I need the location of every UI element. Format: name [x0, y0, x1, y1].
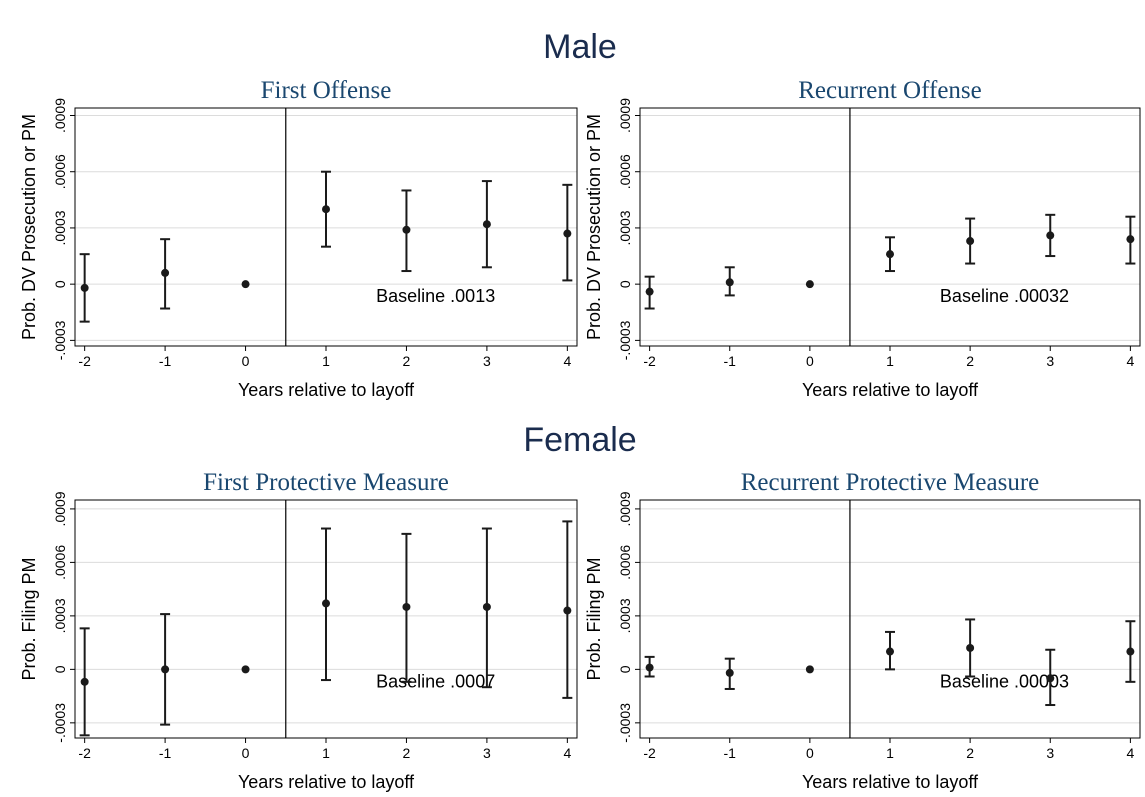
x-tick-label: -1 [724, 353, 737, 369]
y-tick-label: 0 [52, 665, 68, 673]
y-tick-label: .0003 [52, 598, 68, 633]
point [482, 220, 491, 229]
point [241, 280, 250, 289]
x-tick-label: 3 [1046, 745, 1054, 761]
x-tick-label: 2 [966, 745, 974, 761]
point [563, 229, 572, 238]
y-tick-label: .0006 [52, 545, 68, 580]
point [241, 665, 250, 674]
y-tick-label: .0006 [617, 545, 633, 580]
plot-frame [639, 107, 1141, 347]
point [322, 599, 330, 608]
y-tick-label: .0009 [52, 491, 68, 526]
y-tick-label: .0009 [52, 98, 68, 133]
plot-frame [639, 499, 1141, 739]
panel-title: First Offense [261, 77, 392, 104]
y-axis-label: Prob. DV Prosecution or PM [584, 114, 604, 340]
x-tick-label: 4 [563, 745, 571, 761]
x-tick-label: 3 [483, 353, 491, 369]
x-tick-label: 0 [806, 745, 814, 761]
point [563, 606, 572, 615]
point [725, 668, 734, 677]
plot-frame [74, 499, 578, 739]
annotation: Baseline .0007 [376, 671, 495, 691]
x-tick-label: 3 [483, 745, 491, 761]
x-tick-label: 0 [806, 353, 814, 369]
annotation: Baseline .0013 [376, 286, 495, 306]
y-tick-label: 0 [617, 665, 633, 673]
point [402, 602, 411, 611]
x-tick-label: 1 [886, 745, 894, 761]
x-tick-label: 4 [1126, 353, 1134, 369]
point [886, 250, 894, 259]
y-tick-label: .0006 [617, 154, 633, 189]
point [966, 643, 975, 652]
y-tick-label: .0009 [617, 98, 633, 133]
x-tick-label: -1 [159, 353, 172, 369]
x-tick-label: 2 [966, 353, 974, 369]
x-tick-label: 1 [886, 353, 894, 369]
y-tick-label: .0003 [617, 210, 633, 245]
y-tick-label: -.0003 [52, 703, 68, 743]
point [805, 665, 814, 674]
x-tick-label: -1 [724, 745, 737, 761]
y-tick-label: .0006 [52, 154, 68, 189]
x-tick-label: 4 [563, 353, 571, 369]
x-tick-label: -1 [159, 745, 172, 761]
y-tick-label: 0 [617, 280, 633, 288]
point [725, 278, 734, 287]
point [402, 225, 411, 234]
point [805, 280, 814, 289]
x-tick-label: 2 [403, 745, 411, 761]
x-tick-label: 4 [1126, 745, 1134, 761]
point [80, 677, 89, 686]
x-tick-label: 3 [1046, 353, 1054, 369]
annotation: Baseline .00032 [940, 286, 1069, 306]
x-tick-label: 1 [322, 353, 330, 369]
y-tick-label: .0003 [52, 210, 68, 245]
x-axis-label: Years relative to layoff [238, 380, 415, 400]
x-tick-label: -2 [643, 745, 656, 761]
x-tick-label: 1 [322, 745, 330, 761]
x-axis-label: Years relative to layoff [238, 772, 415, 792]
y-tick-label: .0003 [617, 598, 633, 633]
point [1126, 235, 1135, 244]
x-tick-label: -2 [78, 353, 91, 369]
y-axis-label: Prob. Filing PM [19, 557, 39, 680]
point [80, 283, 89, 292]
y-tick-label: .0009 [617, 491, 633, 526]
x-tick-label: -2 [643, 353, 656, 369]
point [645, 663, 654, 672]
panel-title: First Protective Measure [203, 469, 449, 496]
panel-title: Recurrent Protective Measure [741, 469, 1040, 496]
point [161, 665, 170, 674]
point [645, 287, 654, 296]
y-tick-label: -.0003 [52, 320, 68, 360]
point [886, 647, 894, 656]
x-tick-label: 0 [242, 745, 250, 761]
point [1126, 647, 1135, 656]
x-axis-label: Years relative to layoff [802, 380, 979, 400]
x-tick-label: 2 [403, 353, 411, 369]
panel-title: Recurrent Offense [798, 77, 981, 104]
x-tick-label: -2 [78, 745, 91, 761]
plot-frame [74, 107, 578, 347]
point [482, 602, 491, 611]
x-tick-label: 0 [242, 353, 250, 369]
point [1046, 231, 1055, 240]
y-tick-label: -.0003 [617, 703, 633, 743]
point [966, 237, 975, 246]
section-heading: Female [523, 421, 636, 459]
y-tick-label: -.0003 [617, 320, 633, 360]
y-tick-label: 0 [52, 280, 68, 288]
point [322, 205, 330, 214]
x-axis-label: Years relative to layoff [802, 772, 979, 792]
point [161, 268, 170, 277]
point [1046, 674, 1055, 683]
section-heading: Male [543, 28, 617, 66]
y-axis-label: Prob. Filing PM [584, 557, 604, 680]
y-axis-label: Prob. DV Prosecution or PM [19, 114, 39, 340]
